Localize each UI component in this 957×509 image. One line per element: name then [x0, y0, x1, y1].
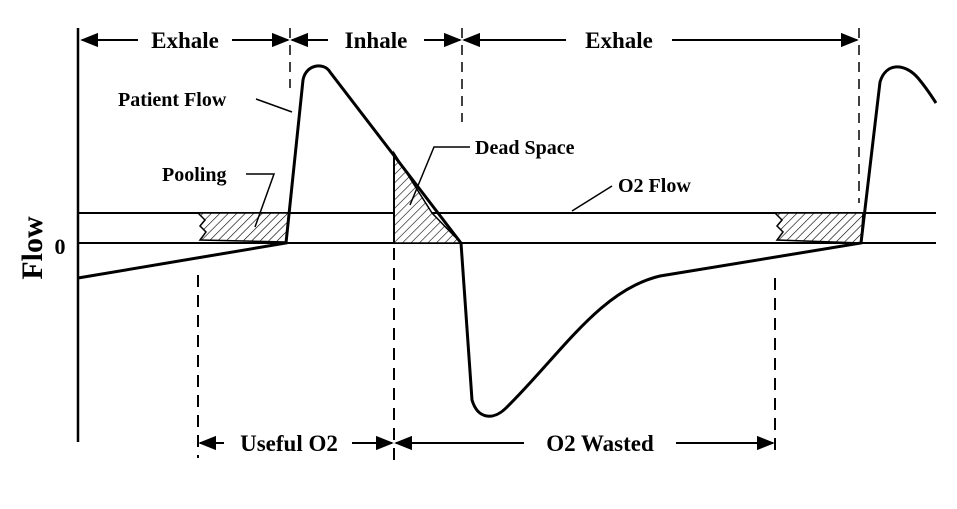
span-useful-o2: Useful O2 — [198, 431, 394, 456]
pooling-area-left — [196, 212, 290, 243]
patient-flow-curve — [77, 64, 938, 418]
callout-dead-space: Dead Space — [475, 137, 575, 159]
span-label-useful-o2: Useful O2 — [240, 431, 338, 456]
callout-pooling-leader — [246, 173, 276, 228]
phase-label-exhale-1: Exhale — [151, 28, 219, 53]
phase-exhale-2: Exhale — [462, 28, 859, 53]
phase-label-inhale: Inhale — [345, 28, 408, 53]
callout-patient-flow: Patient Flow — [118, 89, 227, 111]
y-axis-label: Flow — [16, 216, 49, 280]
span-label-o2-wasted: O2 Wasted — [546, 431, 654, 456]
zero-label: 0 — [55, 234, 66, 259]
callout-patient-flow-leader — [255, 98, 293, 113]
callout-dead-space-leader — [409, 146, 470, 206]
phase-exhale-1: Exhale — [80, 28, 290, 53]
phase-inhale: Inhale — [290, 28, 462, 53]
callout-o2-flow-leader — [571, 185, 613, 212]
pooling-area-right — [773, 212, 864, 244]
callout-pooling: Pooling — [162, 164, 226, 186]
span-o2-wasted: O2 Wasted — [394, 431, 775, 456]
callout-o2-flow: O2 Flow — [618, 175, 691, 197]
phase-label-exhale-2: Exhale — [585, 28, 653, 53]
